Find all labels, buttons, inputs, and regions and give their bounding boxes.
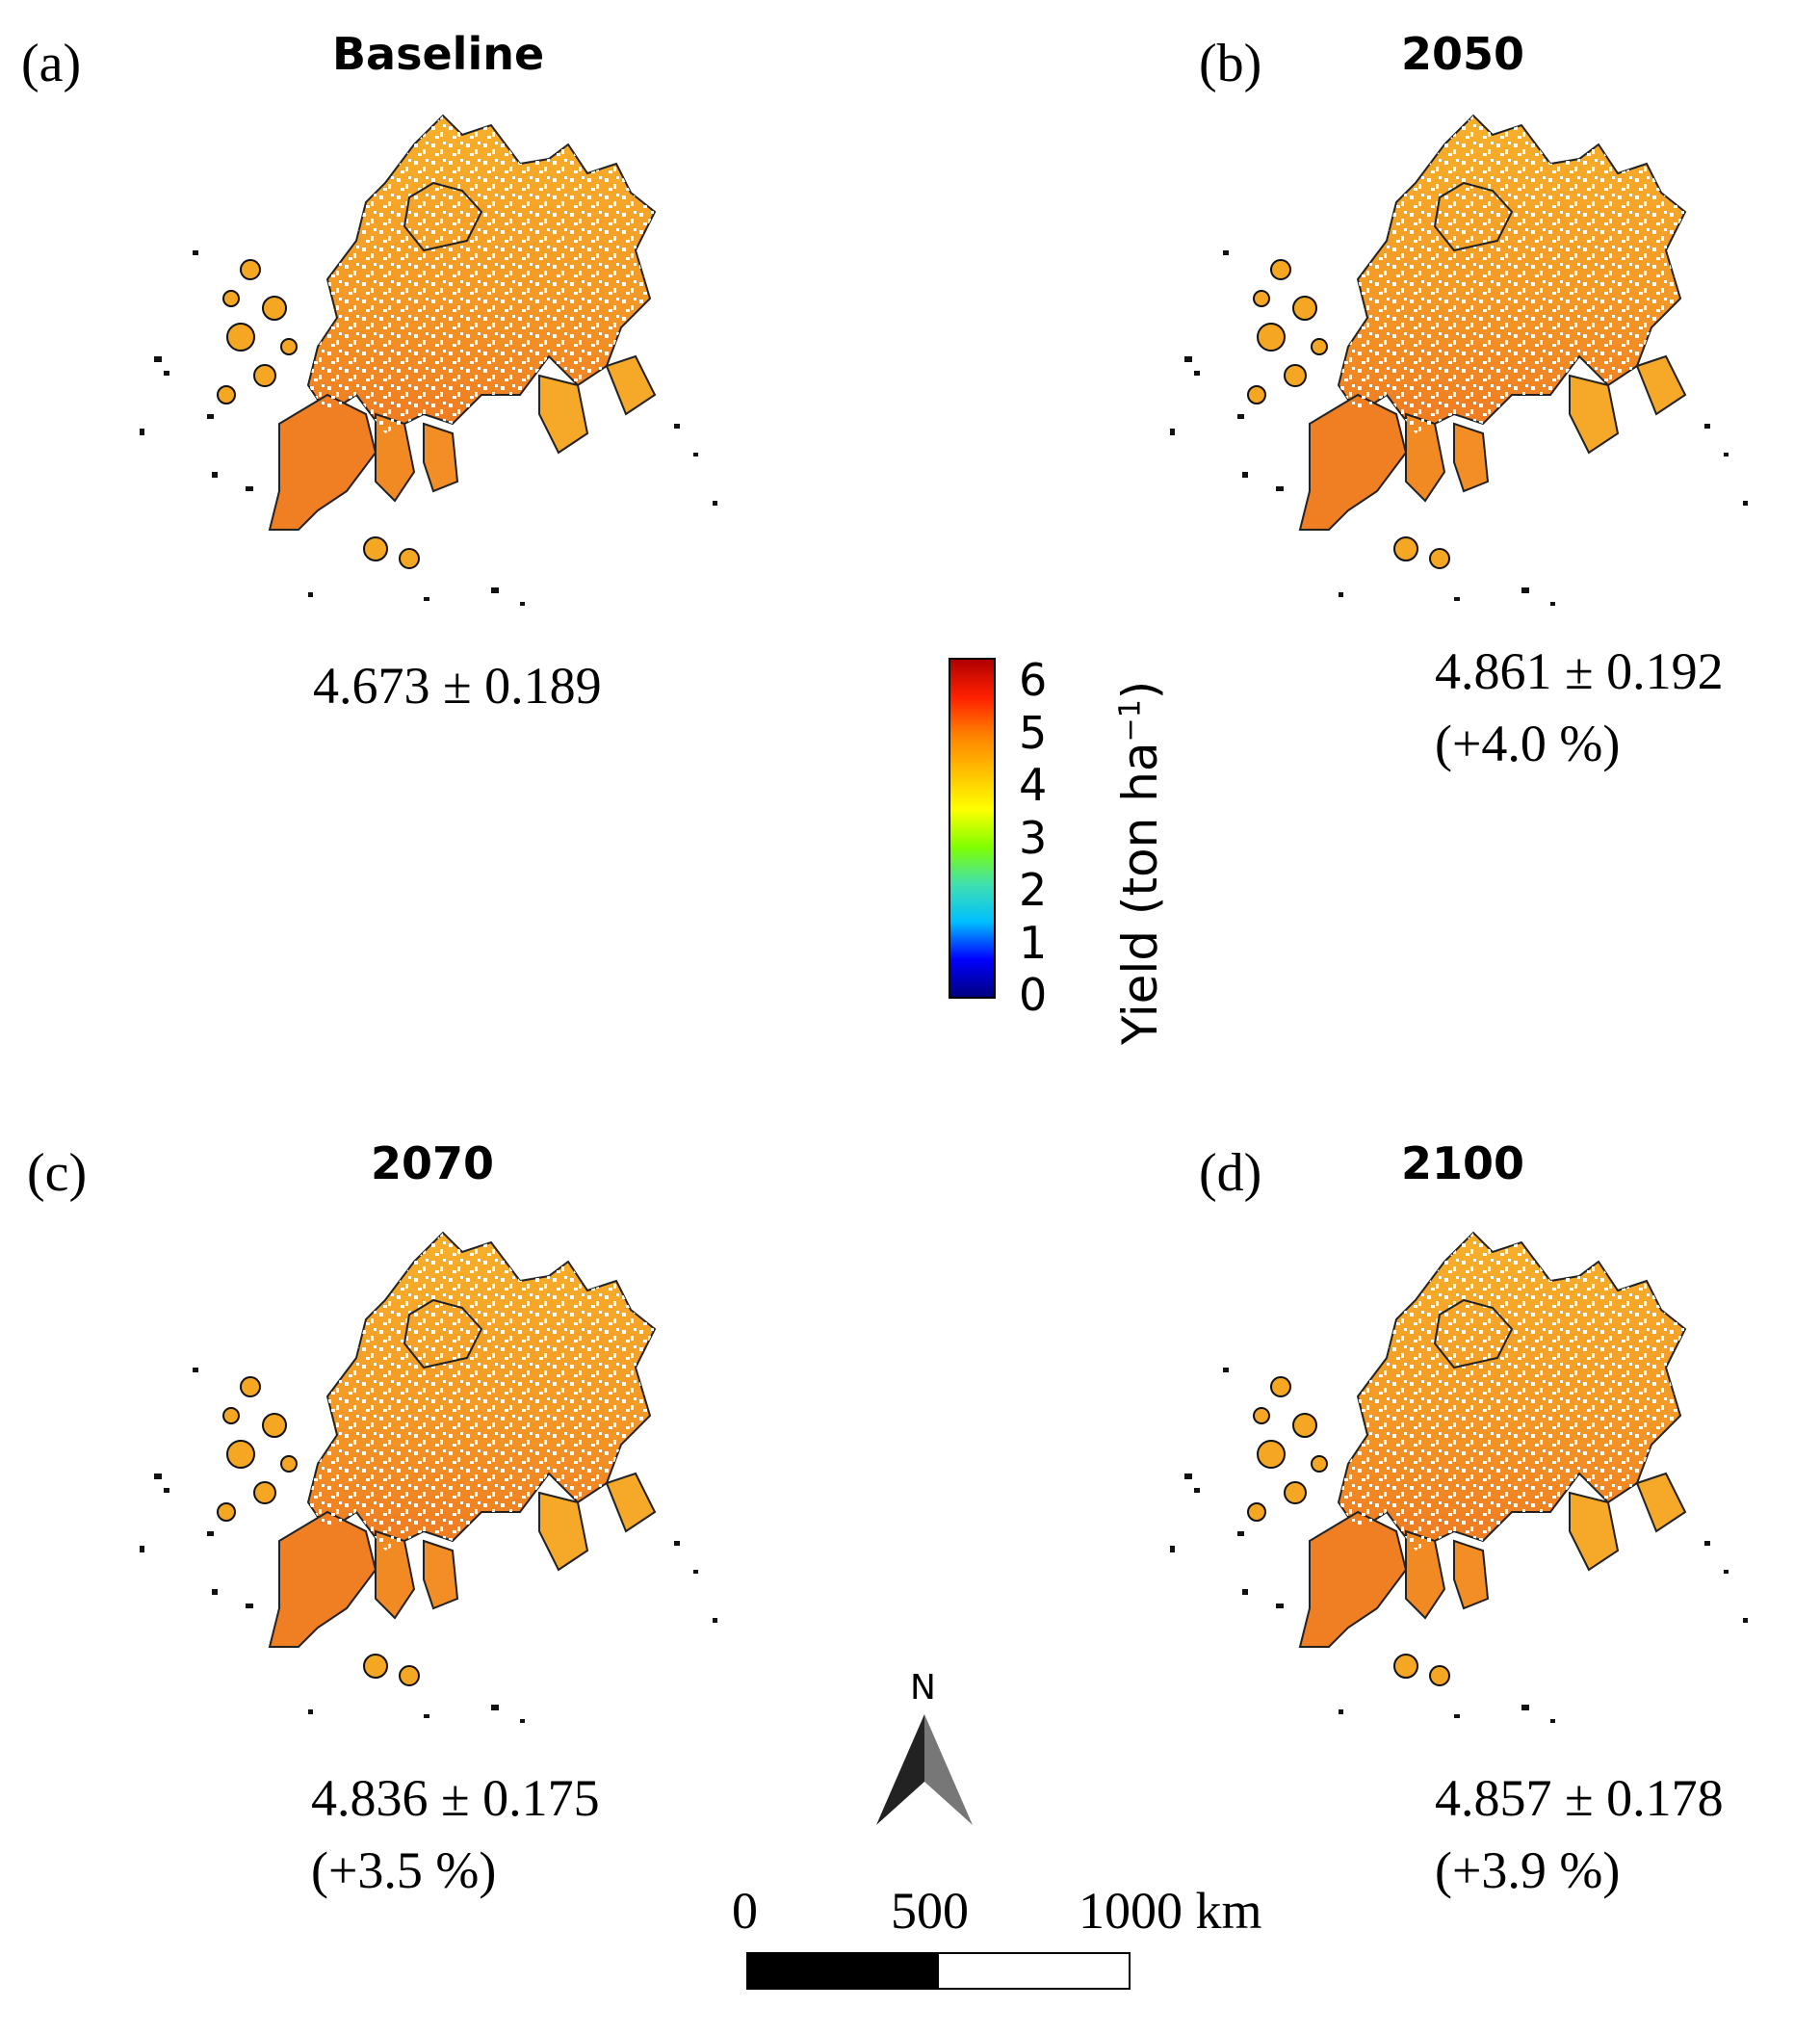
panel-d-label: (d) — [1199, 1143, 1262, 1203]
scale-label-500: 500 — [891, 1882, 969, 1940]
colorbar-tick-4: 4 — [1019, 759, 1048, 811]
scale-label-1000: 1000 km — [1079, 1882, 1262, 1940]
panel-c-map — [135, 1223, 732, 1743]
colorbar — [949, 658, 996, 999]
colorbar-title: Yield (ton ha−1) — [1112, 680, 1168, 1045]
panel-c-mean-sd: 4.836 ± 0.175 — [311, 1769, 600, 1827]
scale-bar — [746, 1952, 1131, 1990]
panel-b-change: (+4.0 %) — [1435, 715, 1621, 772]
panel-c-title: 2070 — [371, 1137, 495, 1189]
scale-bar-white — [938, 1954, 1129, 1988]
panel-b-title: 2050 — [1401, 28, 1525, 80]
colorbar-tick-0: 0 — [1019, 969, 1048, 1021]
panel-c-label: (c) — [27, 1143, 88, 1203]
panel-b-label: (b) — [1199, 34, 1262, 93]
colorbar-tick-1: 1 — [1019, 916, 1048, 969]
colorbar-tick-2: 2 — [1019, 864, 1048, 916]
panel-d-change: (+3.9 %) — [1435, 1841, 1621, 1899]
colorbar-tick-5: 5 — [1019, 706, 1048, 759]
panel-a-label: (a) — [21, 34, 82, 93]
panel-b-mean-sd: 4.861 ± 0.192 — [1435, 642, 1724, 700]
panel-a-map — [135, 106, 732, 626]
panel-a-title: Baseline — [332, 28, 545, 80]
panel-d-mean-sd: 4.857 ± 0.178 — [1435, 1769, 1724, 1827]
north-label: N — [910, 1668, 936, 1708]
panel-d-title: 2100 — [1401, 1137, 1525, 1189]
colorbar-tick-6: 6 — [1019, 654, 1048, 706]
north-arrow-icon — [876, 1714, 973, 1830]
panel-b-map — [1165, 106, 1762, 626]
panel-a-mean-sd: 4.673 ± 0.189 — [313, 657, 602, 715]
panel-c-change: (+3.5 %) — [311, 1841, 497, 1899]
panel-d-map — [1165, 1223, 1762, 1743]
colorbar-tick-3: 3 — [1019, 811, 1048, 864]
scale-label-0: 0 — [732, 1882, 758, 1940]
scale-bar-black — [748, 1954, 939, 1988]
